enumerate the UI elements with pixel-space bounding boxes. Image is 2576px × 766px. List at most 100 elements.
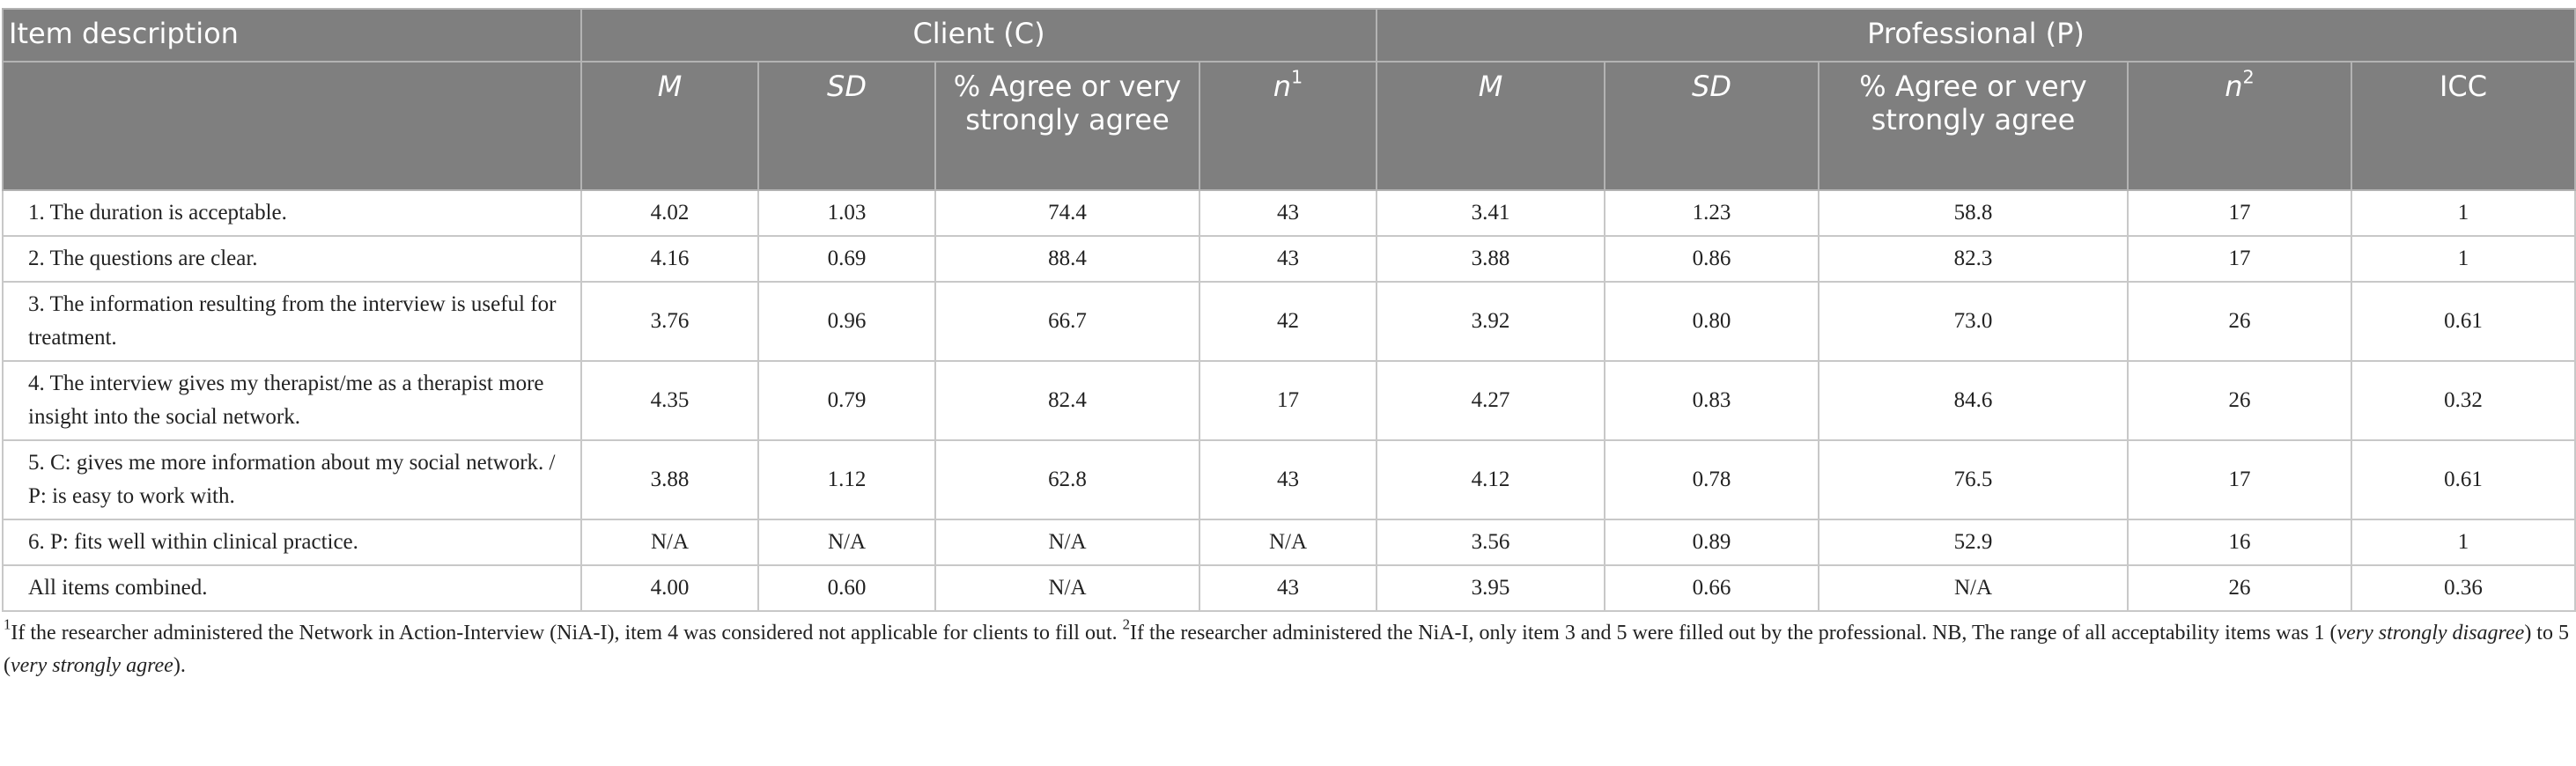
cell: 1.03 bbox=[757, 189, 936, 237]
cell: 58.8 bbox=[1818, 189, 2129, 237]
cell: 0.61 bbox=[2350, 281, 2576, 362]
cell: 0.61 bbox=[2350, 439, 2576, 520]
table-row: 4. The interview gives my therapist/me a… bbox=[2, 360, 2576, 441]
footnote-text: If the researcher administered the Netwo… bbox=[11, 622, 1123, 644]
footnote: 1If the researcher administered the Netw… bbox=[2, 612, 2574, 682]
cell: 0.80 bbox=[1604, 281, 1819, 362]
cell: 62.8 bbox=[934, 439, 1200, 520]
data-table: Item description Client (C) Professional (… bbox=[2, 8, 2576, 612]
column-label: % Agree or very strongly agree bbox=[953, 70, 1182, 136]
cell: 3.56 bbox=[1376, 519, 1605, 566]
table-row: 1. The duration is acceptable. 4.02 1.03 74… bbox=[2, 189, 2576, 237]
cell: N/A bbox=[934, 519, 1200, 566]
column-header: % Agree or very strongly agree bbox=[934, 61, 1200, 191]
table-row: All items combined. 4.00 0.60 N/A 43 3.95 0.66… bbox=[2, 564, 2576, 612]
footnote-text: 2 bbox=[1122, 615, 1131, 633]
cell: 52.9 bbox=[1818, 519, 2129, 566]
table-container: Item description Client (C) Professional (… bbox=[2, 8, 2576, 682]
item-description: 5. C: gives me more information about my… bbox=[2, 439, 582, 520]
footnote-text: 1 bbox=[4, 615, 11, 633]
cell: 0.32 bbox=[2350, 360, 2576, 441]
table-row: 2. The questions are clear. 4.16 0.69 88.4 4… bbox=[2, 235, 2576, 283]
cell: 17 bbox=[2127, 235, 2352, 283]
cell: 3.41 bbox=[1376, 189, 1605, 237]
cell: 4.02 bbox=[580, 189, 759, 237]
table-row: 6. P: fits well within clinical practice… bbox=[2, 519, 2576, 566]
column-label: n bbox=[1273, 70, 1292, 103]
cell: 0.89 bbox=[1604, 519, 1819, 566]
cell: 88.4 bbox=[934, 235, 1200, 283]
header-cell bbox=[2, 61, 582, 191]
cell: 1 bbox=[2350, 235, 2576, 283]
footnote-text: very strongly agree bbox=[11, 654, 173, 677]
cell: 66.7 bbox=[934, 281, 1200, 362]
cell: N/A bbox=[1199, 519, 1377, 566]
footnote-marker: 1 bbox=[1291, 66, 1303, 88]
column-label: M bbox=[1478, 70, 1503, 103]
cell: 17 bbox=[2127, 189, 2352, 237]
cell: 1 bbox=[2350, 519, 2576, 566]
cell: 0.96 bbox=[757, 281, 936, 362]
footnote-text: If the researcher administered the NiA-I… bbox=[1130, 622, 2337, 644]
cell: 74.4 bbox=[934, 189, 1200, 237]
table-row: 5. C: gives me more information about my… bbox=[2, 439, 2576, 520]
footnote-text: ) to 5 ( bbox=[4, 622, 2569, 677]
cell: 0.83 bbox=[1604, 360, 1819, 441]
footnote-text: very strongly disagree bbox=[2336, 622, 2525, 644]
cell: 84.6 bbox=[1818, 360, 2129, 441]
group-header: Professional (P) bbox=[1375, 8, 2576, 63]
cell: 1 bbox=[2350, 189, 2576, 237]
column-label: SD bbox=[827, 70, 867, 103]
cell: 0.79 bbox=[757, 360, 936, 441]
item-description: 4. The interview gives my therapist/me a… bbox=[2, 360, 582, 441]
header-row: Item description Client (C) Professional (… bbox=[2, 8, 2576, 63]
cell: 0.60 bbox=[757, 564, 936, 612]
cell: 43 bbox=[1199, 564, 1377, 612]
cell: 82.3 bbox=[1818, 235, 2129, 283]
cell: 1.12 bbox=[757, 439, 936, 520]
cell: 0.36 bbox=[2350, 564, 2576, 612]
cell: 43 bbox=[1199, 189, 1377, 237]
column-label: % Agree or very strongly agree bbox=[1859, 70, 2087, 136]
column-header: M bbox=[1376, 61, 1605, 191]
item-description: 1. The duration is acceptable. bbox=[2, 189, 582, 237]
cell: 4.12 bbox=[1376, 439, 1605, 520]
cell: 0.78 bbox=[1604, 439, 1819, 520]
cell: 73.0 bbox=[1818, 281, 2129, 362]
item-description: 3. The information resulting from the in… bbox=[2, 281, 582, 362]
cell: 0.69 bbox=[757, 235, 936, 283]
table-header: Item description Client (C) Professional (… bbox=[2, 8, 2576, 191]
cell: 17 bbox=[2127, 439, 2352, 520]
cell: N/A bbox=[580, 519, 759, 566]
group-header: Item description bbox=[2, 8, 582, 63]
cell: 17 bbox=[1199, 360, 1377, 441]
column-label: SD bbox=[1692, 70, 1731, 103]
cell: 82.4 bbox=[934, 360, 1200, 441]
cell: 3.76 bbox=[580, 281, 759, 362]
cell: 1.23 bbox=[1604, 189, 1819, 237]
table-row: 3. The information resulting from the in… bbox=[2, 281, 2576, 362]
cell: 3.88 bbox=[1376, 235, 1605, 283]
column-header: n1 bbox=[1199, 61, 1377, 191]
cell: 4.35 bbox=[580, 360, 759, 441]
cell: 0.86 bbox=[1604, 235, 1819, 283]
cell: 4.16 bbox=[580, 235, 759, 283]
cell: 43 bbox=[1199, 235, 1377, 283]
column-label: n bbox=[2225, 70, 2243, 103]
footnote-marker: 2 bbox=[2242, 66, 2255, 88]
cell: 4.27 bbox=[1376, 360, 1605, 441]
item-description: 2. The questions are clear. bbox=[2, 235, 582, 283]
header-row: M SD% Agree or very strongly agree n1 M SD% … bbox=[2, 61, 2576, 191]
footnote-text: ). bbox=[173, 654, 186, 677]
item-description: 6. P: fits well within clinical practice… bbox=[2, 519, 582, 566]
column-header: n2 bbox=[2127, 61, 2352, 191]
group-header: Client (C) bbox=[580, 8, 1377, 63]
cell: N/A bbox=[934, 564, 1200, 612]
cell: 26 bbox=[2127, 564, 2352, 612]
cell: 26 bbox=[2127, 360, 2352, 441]
column-header: M bbox=[580, 61, 759, 191]
cell: 26 bbox=[2127, 281, 2352, 362]
cell: N/A bbox=[757, 519, 936, 566]
cell: 42 bbox=[1199, 281, 1377, 362]
